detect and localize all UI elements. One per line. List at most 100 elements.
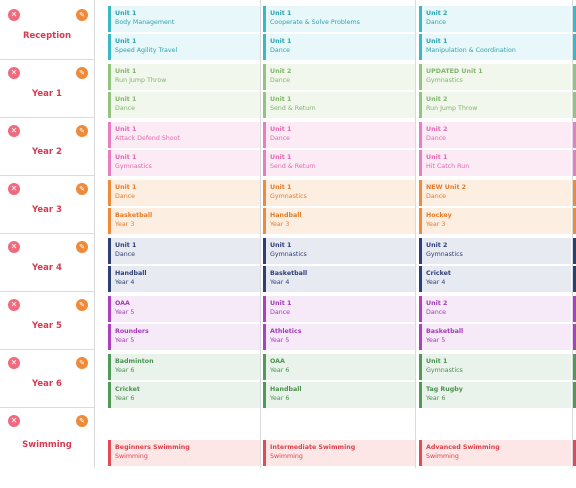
- unit-card[interactable]: Unit 1 Gymnastics: [108, 150, 260, 176]
- next-column-edge: [573, 6, 576, 32]
- unit-card[interactable]: Unit 1 Speed Agility Travel: [108, 34, 260, 60]
- unit-card[interactable]: Unit 1 Dance: [108, 238, 260, 264]
- unit-card[interactable]: Unit 1 Dance: [263, 296, 415, 322]
- edit-icon[interactable]: ✎: [76, 357, 88, 369]
- unit-card[interactable]: Athletics Year 5: [263, 324, 415, 350]
- close-icon[interactable]: ✕: [8, 357, 20, 369]
- unit-card[interactable]: Unit 1 Gymnastics: [419, 354, 571, 380]
- year-label: Reception: [22, 31, 72, 41]
- unit-card[interactable]: UPDATED Unit 1 Gymnastics: [419, 64, 571, 90]
- unit-card[interactable]: Unit 1 Gymnastics: [263, 238, 415, 264]
- unit-card[interactable]: Unit 2 Dance: [419, 122, 571, 148]
- unit-title: Unit 1: [115, 96, 137, 103]
- unit-card[interactable]: Basketball Year 3: [108, 208, 260, 234]
- unit-card[interactable]: Hockey Year 3: [419, 208, 571, 234]
- unit-card[interactable]: Unit 1 Dance: [108, 92, 260, 118]
- unit-card[interactable]: Advanced Swimming Swimming: [419, 440, 571, 466]
- unit-card[interactable]: Unit 1 Send & Return: [263, 92, 415, 118]
- unit-card[interactable]: Unit 1 Cooperate & Solve Problems: [263, 6, 415, 32]
- unit-card[interactable]: Unit 1 Attack Defend Shoot: [108, 122, 260, 148]
- unit-card[interactable]: Rounders Year 5: [108, 324, 260, 350]
- row-header: ✕ ✎ Reception: [0, 4, 94, 62]
- unit-card[interactable]: Unit 1 Run Jump Throw: [108, 64, 260, 90]
- row-header: ✕ ✎ Year 6: [0, 352, 94, 410]
- close-icon[interactable]: ✕: [8, 183, 20, 195]
- unit-card[interactable]: Unit 1 Dance: [263, 122, 415, 148]
- unit-title: Basketball: [270, 270, 308, 277]
- unit-title: Unit 1: [270, 300, 292, 307]
- unit-subtitle: Swimming: [426, 453, 459, 460]
- unit-card[interactable]: Unit 1 Gymnastics: [263, 180, 415, 206]
- next-column-edge: [573, 440, 576, 466]
- close-icon[interactable]: ✕: [8, 241, 20, 253]
- close-icon[interactable]: ✕: [8, 415, 20, 427]
- unit-subtitle: Year 4: [270, 279, 290, 286]
- unit-title: Handball: [270, 386, 302, 393]
- unit-card[interactable]: OAA Year 5: [108, 296, 260, 322]
- next-column-edge: [573, 208, 576, 234]
- unit-subtitle: Swimming: [270, 453, 303, 460]
- unit-title: Rounders: [115, 328, 149, 335]
- unit-card[interactable]: Unit 1 Hit Catch Run: [419, 150, 571, 176]
- unit-card[interactable]: Unit 1 Manipulation & Coordination: [419, 34, 571, 60]
- edit-icon[interactable]: ✎: [76, 9, 88, 21]
- next-column-edge: [573, 354, 576, 380]
- edit-icon[interactable]: ✎: [76, 415, 88, 427]
- unit-card[interactable]: Unit 1 Send & Return: [263, 150, 415, 176]
- unit-card[interactable]: NEW Unit 2 Dance: [419, 180, 571, 206]
- unit-card[interactable]: Basketball Year 4: [263, 266, 415, 292]
- row-header: ✕ ✎ Year 2: [0, 120, 94, 178]
- unit-subtitle: Year 5: [115, 309, 135, 316]
- unit-card[interactable]: Basketball Year 5: [419, 324, 571, 350]
- unit-title: Unit 1: [426, 358, 448, 365]
- unit-subtitle: Manipulation & Coordination: [426, 47, 516, 54]
- unit-card[interactable]: Intermediate Swimming Swimming: [263, 440, 415, 466]
- unit-subtitle: Dance: [270, 47, 291, 54]
- unit-title: Unit 1: [115, 126, 137, 133]
- unit-card[interactable]: Unit 1 Dance: [108, 180, 260, 206]
- unit-card[interactable]: Unit 1 Dance: [263, 34, 415, 60]
- year-label: Year 5: [32, 321, 62, 331]
- row-header: ✕ ✎ Year 4: [0, 236, 94, 294]
- unit-title: Hockey: [426, 212, 452, 219]
- unit-card[interactable]: Cricket Year 6: [108, 382, 260, 408]
- row-divider: [0, 175, 94, 176]
- unit-card[interactable]: Handball Year 6: [263, 382, 415, 408]
- row-divider: [0, 291, 94, 292]
- close-icon[interactable]: ✕: [8, 299, 20, 311]
- unit-title: Unit 2: [426, 300, 448, 307]
- unit-subtitle: Dance: [426, 193, 447, 200]
- unit-card[interactable]: Unit 2 Dance: [419, 6, 571, 32]
- unit-card[interactable]: Unit 2 Dance: [263, 64, 415, 90]
- year-row: ✕ ✎ Year 1 Unit 1 Run Jump Throw Unit 1 Dance U…: [0, 59, 576, 120]
- edit-icon[interactable]: ✎: [76, 125, 88, 137]
- edit-icon[interactable]: ✎: [76, 183, 88, 195]
- unit-title: Unit 1: [270, 96, 292, 103]
- unit-card[interactable]: Handball Year 4: [108, 266, 260, 292]
- unit-card[interactable]: Handball Year 3: [263, 208, 415, 234]
- unit-subtitle: Dance: [115, 251, 136, 258]
- unit-subtitle: Dance: [426, 135, 447, 142]
- unit-card[interactable]: Unit 2 Dance: [419, 296, 571, 322]
- year-row: ✕ ✎ Year 2 Unit 1 Attack Defend Shoot Unit 1 G…: [0, 117, 576, 178]
- unit-subtitle: Year 3: [115, 221, 135, 228]
- unit-card[interactable]: Badminton Year 6: [108, 354, 260, 380]
- unit-card[interactable]: Beginners Swimming Swimming: [108, 440, 260, 466]
- close-icon[interactable]: ✕: [8, 67, 20, 79]
- unit-title: Unit 2: [426, 96, 448, 103]
- unit-card[interactable]: Unit 2 Run Jump Throw: [419, 92, 571, 118]
- row-divider: [0, 233, 94, 234]
- edit-icon[interactable]: ✎: [76, 299, 88, 311]
- close-icon[interactable]: ✕: [8, 125, 20, 137]
- unit-card[interactable]: Tag Rugby Year 6: [419, 382, 571, 408]
- unit-title: Tag Rugby: [426, 386, 463, 393]
- close-icon[interactable]: ✕: [8, 9, 20, 21]
- unit-card[interactable]: Cricket Year 4: [419, 266, 571, 292]
- unit-subtitle: Year 5: [270, 337, 290, 344]
- unit-subtitle: Year 3: [270, 221, 290, 228]
- unit-card[interactable]: Unit 2 Gymnastics: [419, 238, 571, 264]
- edit-icon[interactable]: ✎: [76, 67, 88, 79]
- unit-card[interactable]: Unit 1 Body Management: [108, 6, 260, 32]
- edit-icon[interactable]: ✎: [76, 241, 88, 253]
- unit-card[interactable]: OAA Year 6: [263, 354, 415, 380]
